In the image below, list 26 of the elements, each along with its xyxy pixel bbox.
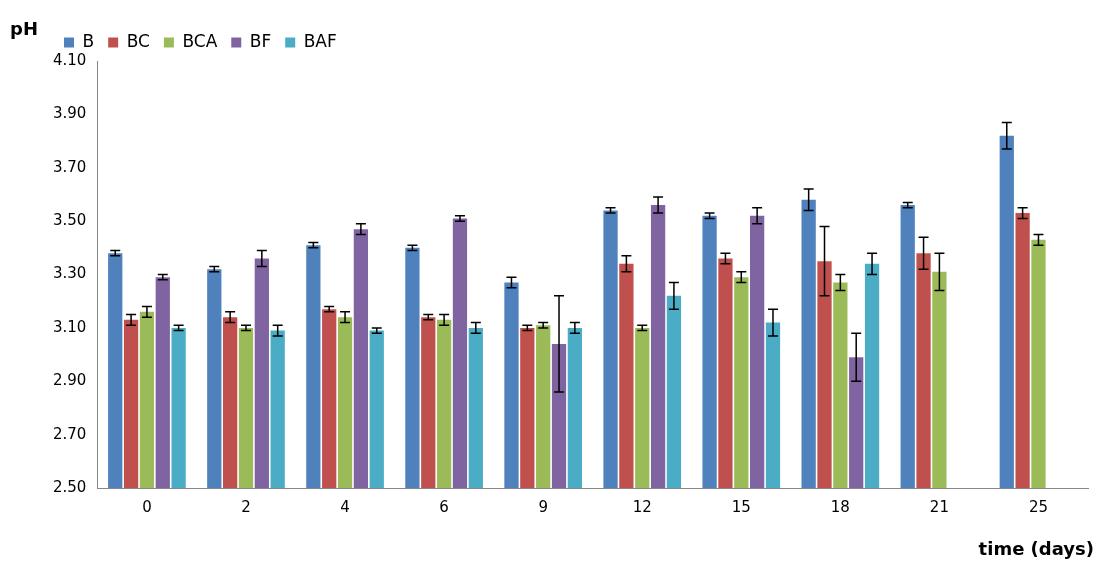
x-tick-label: 25 [1028, 497, 1049, 516]
y-tick-label: 3.30 [52, 264, 87, 283]
legend-label: B [82, 30, 95, 51]
x-tick-label: 4 [340, 497, 350, 516]
x-tick-label: 21 [929, 497, 949, 516]
x-tick-label: 18 [830, 497, 850, 516]
y-tick-label: 3.90 [52, 104, 87, 123]
y-tick-label: 2.50 [52, 477, 87, 496]
x-axis-title: time (days) [978, 538, 1094, 559]
x-tick-label: 0 [142, 497, 152, 516]
y-axis-title: pH [10, 18, 38, 39]
x-tick-label: 9 [538, 497, 548, 516]
legend-label: BCA [182, 30, 218, 51]
x-tick-label: 6 [439, 497, 449, 516]
y-tick-label: 3.10 [52, 317, 87, 336]
y-tick-label: 3.70 [52, 157, 87, 176]
x-tick-label: 12 [632, 497, 652, 516]
y-tick-label: 2.90 [52, 371, 87, 390]
legend-label: BAF [303, 30, 337, 51]
legend-label: BF [249, 30, 272, 51]
y-tick-label: 2.70 [52, 424, 87, 443]
x-tick-label: 15 [731, 497, 751, 516]
x-tick-label: 2 [241, 497, 251, 516]
legend-label: BC [126, 30, 150, 51]
y-tick-label: 4.10 [52, 50, 87, 69]
y-tick-label: 3.50 [52, 211, 87, 230]
